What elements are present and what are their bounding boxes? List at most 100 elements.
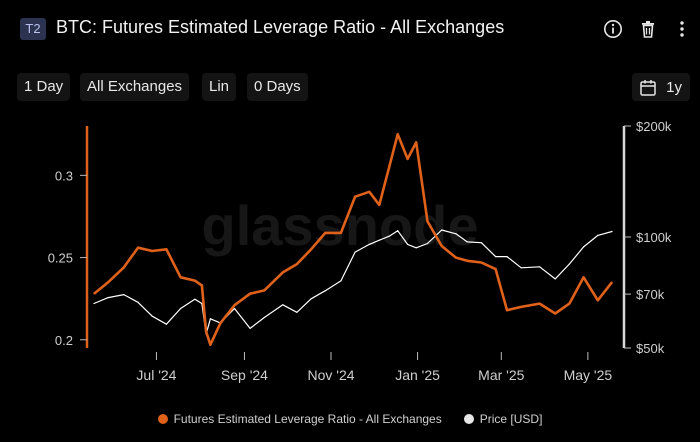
price-point bbox=[368, 243, 370, 245]
price-point bbox=[583, 246, 585, 248]
x-tick-label: Nov '24 bbox=[307, 367, 354, 383]
leverage-point bbox=[426, 220, 429, 222]
left-tick-label: 0.25 bbox=[48, 251, 73, 266]
leverage-point bbox=[249, 293, 251, 295]
price-point bbox=[539, 266, 541, 268]
leverage-point bbox=[378, 204, 380, 206]
leverage-point bbox=[107, 281, 109, 283]
chart-canvas[interactable]: glassnode 0.20.250.3 $50k$70k$100k$200k … bbox=[0, 110, 700, 410]
price-point bbox=[296, 311, 298, 313]
leverage-point bbox=[151, 250, 153, 252]
exchange-button[interactable]: All Exchanges bbox=[80, 73, 190, 101]
leverage-point bbox=[520, 306, 522, 308]
moving-average-button[interactable]: 0 Days bbox=[247, 73, 308, 101]
leverage-point bbox=[137, 247, 139, 249]
watermark: glassnode bbox=[202, 194, 479, 257]
left-tick-label: 0.3 bbox=[55, 168, 73, 183]
leverage-point bbox=[506, 309, 508, 311]
chart-title: BTC: Futures Estimated Leverage Ratio - … bbox=[56, 17, 505, 37]
leverage-point bbox=[611, 281, 613, 283]
panel-header: T2 BTC: Futures Estimated Leverage Ratio… bbox=[0, 0, 700, 60]
price-point bbox=[249, 327, 251, 329]
price-point bbox=[554, 278, 556, 280]
price-point bbox=[441, 229, 443, 231]
leverage-point bbox=[93, 293, 95, 295]
price-point bbox=[233, 307, 236, 310]
x-tick-label: Jul '24 bbox=[136, 367, 176, 383]
price-point bbox=[415, 247, 417, 249]
price-point bbox=[455, 233, 457, 235]
x-tick-label: Mar '25 bbox=[478, 367, 524, 383]
price-point bbox=[407, 243, 409, 245]
leverage-point bbox=[397, 133, 399, 135]
leverage-point bbox=[415, 141, 417, 143]
leverage-point bbox=[165, 248, 167, 250]
legend-item-price[interactable]: Price [USD] bbox=[463, 412, 543, 426]
leverage-point bbox=[324, 232, 326, 234]
price-point bbox=[201, 302, 203, 305]
resolution-button[interactable]: 1 Day bbox=[17, 73, 71, 101]
leverage-point bbox=[310, 248, 312, 250]
price-point bbox=[426, 242, 429, 245]
price-point bbox=[520, 267, 522, 269]
leverage-point bbox=[388, 166, 390, 168]
price-point bbox=[324, 290, 326, 292]
legend-label-price: Price [USD] bbox=[479, 412, 543, 426]
right-tick-label: $100k bbox=[636, 230, 672, 245]
legend-dot-price bbox=[463, 414, 474, 424]
leverage-point bbox=[480, 261, 482, 264]
leverage-point bbox=[539, 303, 541, 305]
range-selector[interactable]: 1y bbox=[632, 73, 690, 101]
price-point bbox=[151, 315, 153, 317]
leverage-point bbox=[495, 268, 497, 270]
leverage-point bbox=[340, 232, 342, 234]
scale-button[interactable]: Lin bbox=[202, 73, 237, 101]
legend-dot-leverage bbox=[157, 414, 168, 424]
calendar-icon bbox=[640, 79, 656, 96]
series-lines bbox=[93, 132, 614, 346]
leverage-point bbox=[568, 303, 571, 305]
leverage-point bbox=[368, 191, 370, 193]
price-point bbox=[597, 234, 599, 236]
info-icon[interactable] bbox=[601, 17, 625, 41]
chart-toolbar: 1 Day All Exchanges Lin 0 Days 1y bbox=[0, 73, 700, 101]
leverage-point bbox=[205, 331, 207, 333]
leverage-point bbox=[233, 304, 236, 306]
price-point bbox=[466, 241, 468, 243]
price-point bbox=[378, 239, 380, 241]
left-tick-label: 0.2 bbox=[55, 333, 73, 348]
price-point bbox=[137, 301, 139, 303]
leverage-point bbox=[296, 263, 298, 265]
leverage-point bbox=[354, 196, 356, 198]
leverage-point bbox=[597, 299, 599, 301]
price-point bbox=[397, 230, 399, 232]
leverage-point bbox=[583, 276, 585, 278]
price-point bbox=[93, 302, 95, 305]
leverage-point bbox=[282, 271, 284, 273]
price-point bbox=[611, 230, 613, 233]
left-axis-ticks: 0.2 0.25 0.3 bbox=[48, 168, 87, 348]
leverage-point bbox=[441, 245, 443, 247]
price-point bbox=[388, 235, 390, 237]
price-point bbox=[194, 298, 196, 300]
more-options-icon[interactable] bbox=[670, 17, 694, 41]
legend-label-leverage: Futures Estimated Leverage Ratio - All E… bbox=[173, 412, 442, 426]
x-tick-label: Sep '24 bbox=[221, 367, 268, 383]
range-label: 1y bbox=[666, 78, 682, 96]
legend-item-leverage[interactable]: Futures Estimated Leverage Ratio - All E… bbox=[157, 412, 442, 426]
leverage-point bbox=[554, 312, 556, 315]
right-axis-ticks: $50k $70k $100k $200k bbox=[624, 119, 672, 356]
right-tick-label: $200k bbox=[636, 119, 672, 134]
leverage-point bbox=[466, 260, 468, 262]
price-point bbox=[506, 256, 508, 258]
leverage-point bbox=[194, 280, 196, 282]
price-point bbox=[354, 251, 356, 253]
price-point bbox=[495, 256, 497, 258]
right-tick-label: $50k bbox=[636, 341, 665, 356]
tier-badge: T2 bbox=[20, 18, 46, 40]
price-point bbox=[480, 242, 482, 244]
x-tick-label: Jan '25 bbox=[395, 367, 440, 383]
leverage-point bbox=[201, 284, 203, 287]
trash-icon[interactable] bbox=[636, 17, 660, 41]
price-point bbox=[165, 323, 167, 325]
